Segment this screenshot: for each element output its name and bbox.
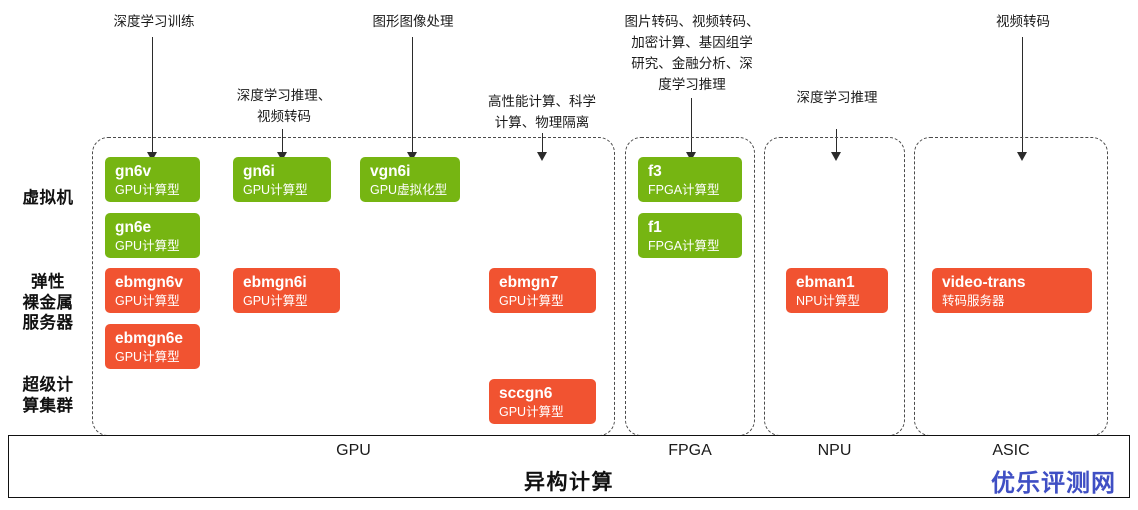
chip-video-trans-sub: 转码服务器 (942, 293, 1005, 308)
chip-ebmgn7-name: ebmgn7 (499, 274, 559, 291)
chip-video-trans[interactable]: video-trans 转码服务器 (932, 268, 1092, 313)
chip-ebmgn6i-name: ebmgn6i (243, 274, 307, 291)
row-label-elastic-bare-metal: 弹性 裸金属 服务器 (22, 273, 74, 333)
chip-ebman1-name: ebman1 (796, 274, 855, 291)
connector-npu (836, 129, 837, 155)
watermark: 优乐评测网 (991, 470, 1116, 497)
chip-f1-name: f1 (648, 219, 662, 236)
chip-ebmgn6v[interactable]: ebmgn6v GPU计算型 (105, 268, 200, 313)
chip-gn6e[interactable]: gn6e GPU计算型 (105, 213, 200, 258)
row-label-virtual-machine: 虚拟机 (22, 189, 74, 207)
chip-f3-name: f3 (648, 163, 662, 180)
chip-vgn6i[interactable]: vgn6i GPU虚拟化型 (360, 157, 460, 202)
chip-gn6v-sub: GPU计算型 (115, 182, 180, 197)
chip-vgn6i-name: vgn6i (370, 163, 411, 180)
arrowhead-asic (1017, 152, 1027, 161)
chip-gn6i[interactable]: gn6i GPU计算型 (233, 157, 331, 202)
chip-gn6e-name: gn6e (115, 219, 152, 236)
chip-gn6v-name: gn6v (115, 163, 152, 180)
category-label-gpu: GPU (336, 442, 371, 459)
category-label-npu: NPU (817, 442, 852, 459)
connector-fpga (691, 98, 692, 155)
heterogeneous-computing-bar (8, 435, 1130, 498)
chip-f3-sub: FPGA计算型 (648, 182, 720, 197)
chip-sccgn6-sub: GPU计算型 (499, 404, 564, 419)
chip-ebman1-sub: NPU计算型 (796, 293, 860, 308)
chip-ebman1[interactable]: ebman1 NPU计算型 (786, 268, 888, 313)
callout-graphics-image-processing: 图形图像处理 (372, 14, 454, 29)
chip-ebmgn6v-sub: GPU计算型 (115, 293, 180, 308)
chip-ebmgn7[interactable]: ebmgn7 GPU计算型 (489, 268, 596, 313)
chip-gn6e-sub: GPU计算型 (115, 238, 180, 253)
chip-ebmgn6e[interactable]: ebmgn6e GPU计算型 (105, 324, 200, 369)
chip-vgn6i-sub: GPU虚拟化型 (370, 182, 448, 197)
row-label-supercomputing-cluster: 超级计 算集群 (22, 376, 74, 415)
chip-ebmgn6i-sub: GPU计算型 (243, 293, 308, 308)
chip-gn6i-name: gn6i (243, 163, 275, 180)
callout-deep-learning-inference-transcode: 深度学习推理、 视频转码 (236, 88, 332, 124)
chip-f3[interactable]: f3 FPGA计算型 (638, 157, 742, 202)
chip-f1-sub: FPGA计算型 (648, 238, 720, 253)
callout-npu-inference: 深度学习推理 (796, 90, 878, 105)
arrowhead-gn6v (147, 152, 157, 161)
chip-ebmgn7-sub: GPU计算型 (499, 293, 564, 308)
connector-gn6v (152, 37, 153, 155)
connector-hpc (542, 133, 543, 155)
category-label-asic: ASIC (992, 442, 1030, 459)
arrowhead-npu (831, 152, 841, 161)
callout-fpga-workloads: 图片转码、视频转码、 加密计算、基因组学 研究、金融分析、深 度学习推理 (624, 14, 760, 92)
connector-vgn6i (412, 37, 413, 155)
chip-ebmgn6i[interactable]: ebmgn6i GPU计算型 (233, 268, 340, 313)
connector-asic (1022, 37, 1023, 155)
arrowhead-vgn6i (407, 152, 417, 161)
callout-asic-video-transcode: 视频转码 (996, 14, 1050, 29)
chip-f1[interactable]: f1 FPGA计算型 (638, 213, 742, 258)
chip-gn6i-sub: GPU计算型 (243, 182, 308, 197)
chip-ebmgn6v-name: ebmgn6v (115, 274, 184, 291)
category-label-fpga: FPGA (668, 442, 712, 459)
callout-deep-learning-training: 深度学习训练 (113, 14, 195, 29)
arrowhead-fpga (686, 152, 696, 161)
arrowhead-hpc (537, 152, 547, 161)
chip-sccgn6-name: sccgn6 (499, 385, 553, 402)
chip-sccgn6[interactable]: sccgn6 GPU计算型 (489, 379, 596, 424)
callout-hpc-science-isolation: 高性能计算、科学 计算、物理隔离 (488, 94, 596, 130)
chip-ebmgn6e-name: ebmgn6e (115, 330, 184, 347)
chip-gn6v[interactable]: gn6v GPU计算型 (105, 157, 200, 202)
arrowhead-gn6i (277, 152, 287, 161)
chip-video-trans-name: video-trans (942, 274, 1026, 291)
diagram-title: 异构计算 (524, 471, 614, 494)
chip-ebmgn6e-sub: GPU计算型 (115, 349, 180, 364)
connector-gn6i (282, 129, 283, 155)
